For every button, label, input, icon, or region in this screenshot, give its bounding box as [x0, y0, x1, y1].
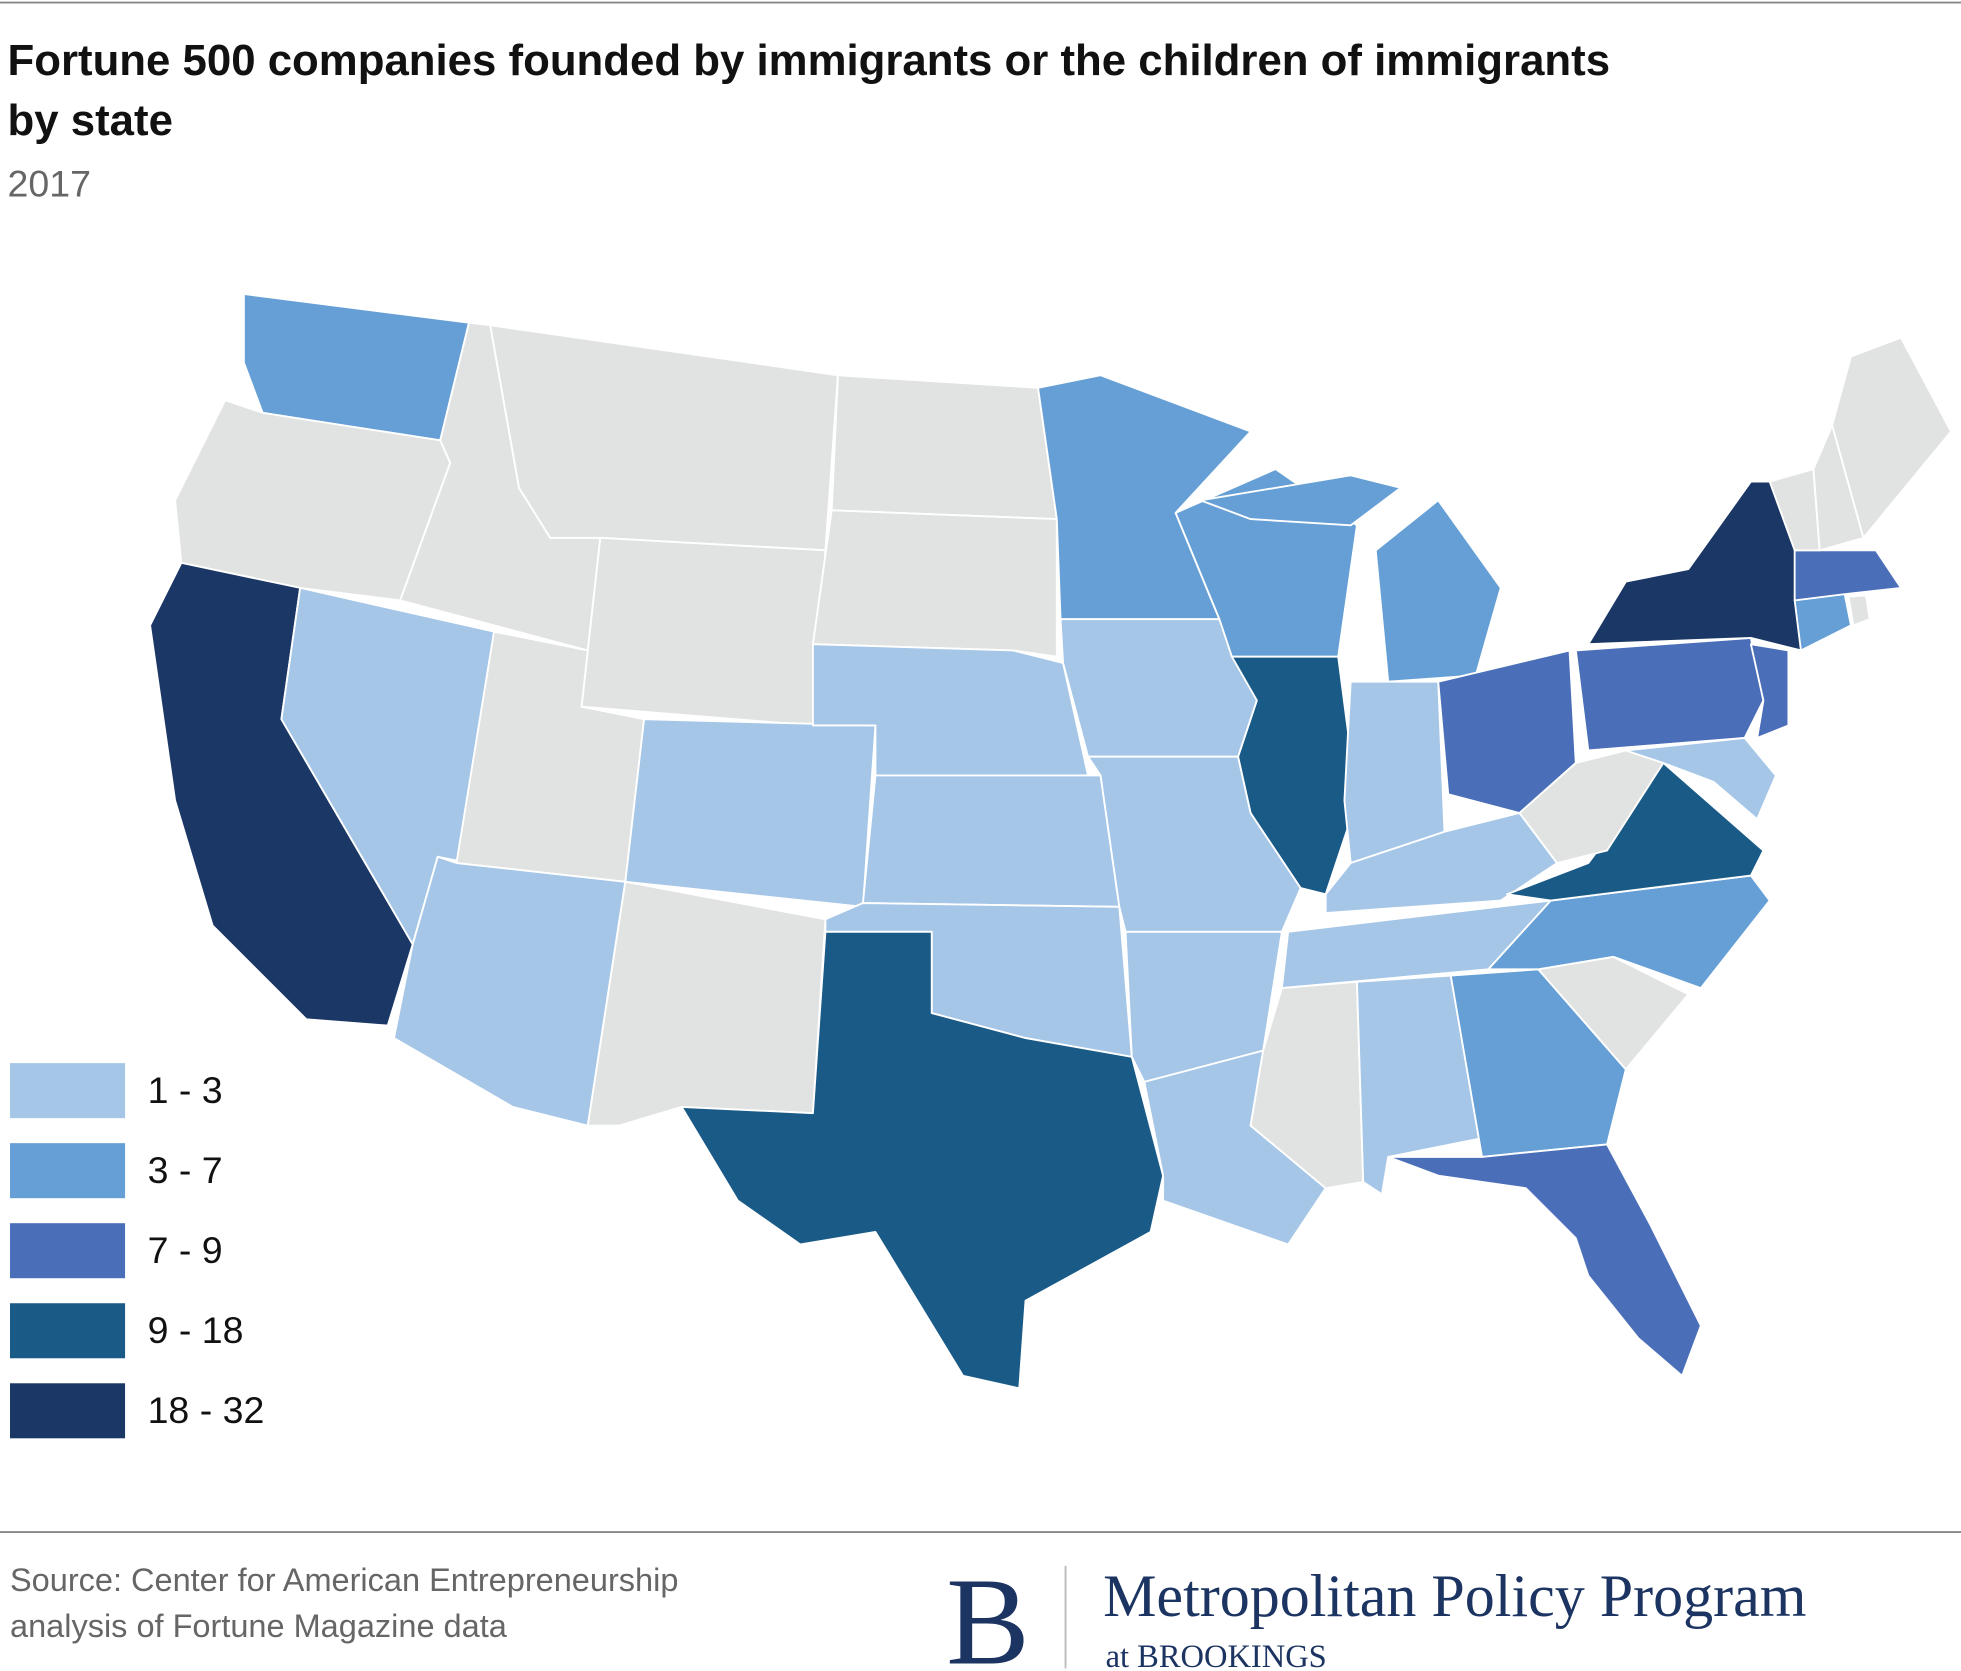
legend-swatch	[10, 1303, 126, 1359]
legend-label: 7 - 9	[148, 1229, 223, 1271]
affiliation: at BROOKINGS	[1106, 1639, 1327, 1671]
legend-label: 9 - 18	[148, 1309, 244, 1351]
state-region	[1506, 762, 1765, 902]
legend-label: 3 - 7	[148, 1149, 223, 1191]
state-region	[1793, 593, 1852, 652]
subtitle: 2017	[8, 162, 91, 204]
state-region	[830, 374, 1058, 521]
state-region	[811, 509, 1058, 658]
legend-swatch	[10, 1223, 126, 1279]
state-region	[1449, 968, 1627, 1158]
state-region	[1574, 636, 1765, 752]
state-region	[1374, 499, 1502, 683]
state-region	[1199, 474, 1402, 527]
legend: 1 - 3 3 - 7 7 - 9 9 - 18 18 - 32	[10, 1063, 265, 1439]
source-line: Source: Center for American Entrepreneur…	[10, 1562, 678, 1598]
state-region	[862, 774, 1121, 908]
logo-letter: B	[946, 1553, 1029, 1671]
state-region	[586, 880, 827, 1127]
legend-swatch	[10, 1063, 126, 1119]
legend-label: 18 - 32	[148, 1389, 265, 1431]
state-region	[393, 855, 627, 1127]
state-region	[680, 930, 1165, 1390]
source-line: analysis of Fortune Magazine data	[10, 1608, 508, 1644]
state-region	[1831, 336, 1952, 539]
state-region	[1387, 1143, 1702, 1377]
state-region	[580, 536, 827, 727]
state-region	[1230, 655, 1358, 896]
state-region	[1624, 737, 1777, 821]
state-region	[1587, 480, 1802, 652]
program-name: Metropolitan Policy Program	[1103, 1563, 1806, 1629]
title-line: Fortune 500 companies founded by immigra…	[8, 36, 1611, 85]
state-region	[1749, 643, 1790, 739]
legend-swatch	[10, 1383, 126, 1439]
title-line: by state	[8, 96, 173, 145]
legend-swatch	[10, 1143, 126, 1199]
state-region	[1793, 549, 1902, 602]
map	[149, 293, 1952, 1390]
state-region	[624, 718, 877, 908]
state-region	[489, 324, 839, 552]
legend-label: 1 - 3	[148, 1069, 223, 1111]
state-region	[1847, 594, 1871, 627]
